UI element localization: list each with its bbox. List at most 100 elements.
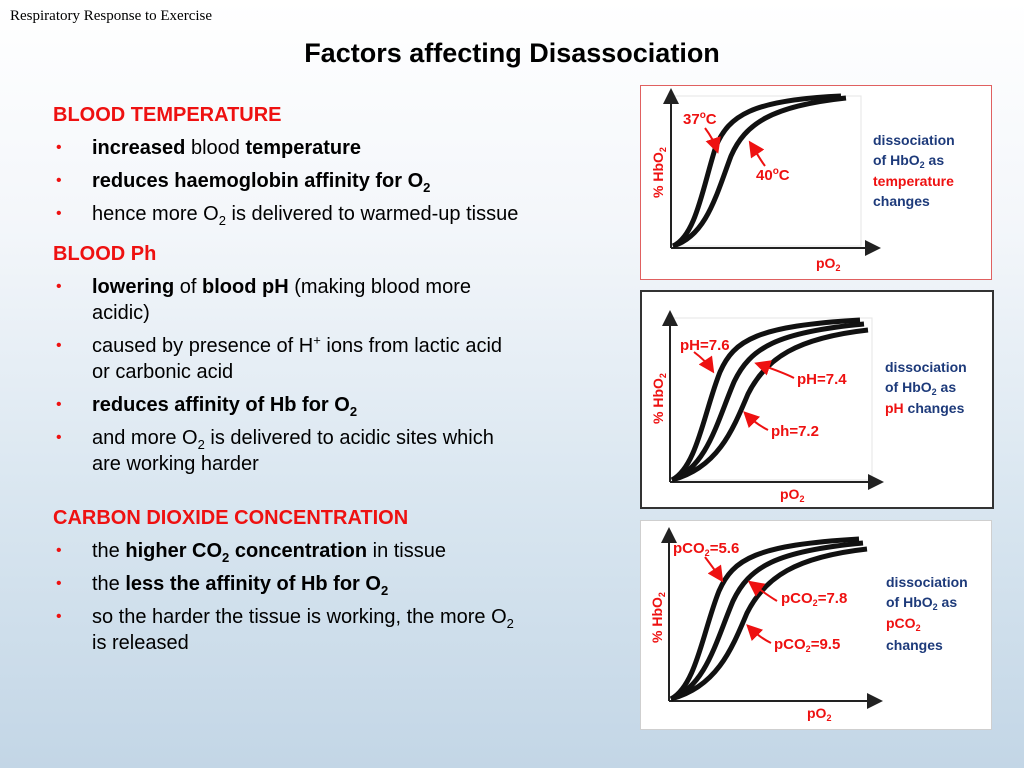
caption-co2: dissociation of HbO2 as pCO2 changes	[886, 574, 968, 653]
text: and more O	[92, 427, 198, 449]
subscript: 2	[380, 583, 389, 598]
text: hence more O	[92, 203, 219, 225]
text: blood	[185, 137, 246, 159]
caption-line: dissociation	[886, 574, 968, 590]
bold-text: higher CO	[125, 540, 223, 562]
bold-text: concentration	[229, 540, 368, 562]
x-axis-label: pO2	[816, 255, 840, 273]
section-blood-temperature: BLOOD TEMPERATURE • increased blood tempe…	[53, 102, 523, 227]
caption-temperature: dissociation of HbO2 as temperature chan…	[873, 132, 955, 209]
arrow-ph-7-4	[754, 360, 795, 379]
label-ph-7-6: pH=7.6	[680, 337, 730, 354]
bullet-item: • increased blood temperature	[53, 135, 523, 161]
bullet-item: • reduces affinity of Hb for O2	[53, 392, 523, 418]
graph-panel-co2: pCO2=5.6 pCO2=7.8 pCO2=9.5 % HbO2 pO2 di…	[640, 520, 992, 730]
text: is delivered to acidic sites which are w…	[92, 427, 494, 475]
bullet-item: • the less the affinity of Hb for O2	[53, 571, 523, 597]
bullet-item: • so the harder the tissue is working, th…	[53, 604, 523, 656]
y-axis-label: % HbO2	[650, 147, 668, 198]
section-carbon-dioxide: CARBON DIOXIDE CONCENTRATION • the higher…	[53, 505, 523, 656]
superscript: +	[313, 332, 321, 348]
label-40c: 40oC	[756, 166, 790, 184]
text: in tissue	[367, 540, 446, 562]
section-heading: BLOOD TEMPERATURE	[53, 104, 282, 126]
subscript: 2	[506, 616, 514, 631]
caption-ph: dissociation of HbO2 as pH changes	[885, 359, 967, 416]
bold-text: increased	[92, 137, 186, 159]
text: the	[92, 540, 126, 562]
label-pco2-5-6: pCO2=5.6	[673, 540, 739, 558]
bullet-list: • lowering of blood pH (making blood more…	[53, 274, 523, 477]
curve-pco2-7-8	[670, 540, 864, 702]
section-blood-ph: BLOOD Ph • lowering of blood pH (making b…	[53, 241, 523, 477]
bullet-item: • the higher CO2 concentration in tissue	[53, 538, 523, 564]
text: caused by presence of H	[92, 335, 314, 357]
text: is delivered to warmed-up tissue	[225, 203, 519, 225]
subscript: 2	[222, 550, 230, 565]
bold-text: reduces affinity of Hb for O	[92, 394, 350, 416]
caption-line: dissociation	[873, 132, 955, 148]
curve-ph-7-4	[671, 321, 865, 483]
caption-line: pCO2	[886, 615, 921, 633]
arrow-ph-7-2	[743, 411, 769, 431]
bullet-list: • the higher CO2 concentration in tissue …	[53, 538, 523, 656]
y-axis-label: % HbO2	[649, 592, 667, 643]
curve-40c	[672, 95, 847, 249]
bullet-marker: •	[56, 396, 62, 413]
bullet-item: • hence more O2 is delivered to warmed-up…	[53, 201, 523, 227]
arrow-ph-7-6	[693, 351, 715, 374]
x-axis-label: pO2	[807, 705, 831, 723]
header-title: Respiratory Response to Exercise	[10, 8, 213, 24]
bullet-marker: •	[56, 139, 62, 156]
slide-title: Factors affecting Disassociation	[304, 38, 720, 68]
bold-text: reduces haemoglobin affinity for O	[92, 170, 424, 192]
arrow-pco2-7-8	[747, 580, 778, 602]
bold-text: temperature	[245, 137, 362, 159]
x-axis-label: pO2	[780, 486, 804, 504]
arrow-pco2-9-5	[746, 624, 772, 644]
label-pco2-9-5: pCO2=9.5	[774, 636, 840, 654]
bullet-marker: •	[56, 172, 62, 189]
bullet-marker: •	[56, 542, 62, 559]
text: (making blood more acidic)	[92, 276, 471, 324]
y-axis-label: % HbO2	[650, 373, 668, 424]
text: so the harder the tissue is working, the…	[92, 606, 507, 628]
caption-line: temperature	[873, 173, 954, 189]
temperature-graph-figure: 37oC 40oC % HbO2 pO2 dissociation of HbO…	[650, 88, 955, 273]
curve-ph-7-2	[671, 327, 869, 483]
label-pco2-7-8: pCO2=7.8	[781, 590, 847, 608]
bold-text: blood pH	[202, 276, 289, 298]
bullet-text-column: BLOOD TEMPERATURE • increased blood tempe…	[53, 102, 523, 670]
arrow-37c	[704, 127, 721, 154]
arrow-pco2-5-6	[704, 556, 724, 583]
text: is released	[92, 632, 189, 654]
curve-pco2-5-6	[669, 536, 860, 702]
subscript: 2	[197, 437, 205, 452]
arrow-40c	[748, 140, 766, 167]
bullet-marker: •	[56, 429, 62, 446]
bold-text: lowering	[92, 276, 175, 298]
caption-line: changes	[886, 637, 943, 653]
label-37c: 37oC	[683, 110, 717, 128]
subscript: 2	[423, 180, 431, 195]
caption-line: pH changes	[885, 400, 965, 416]
bullet-item: • caused by presence of H+ ions from lact…	[53, 333, 523, 385]
bullet-list: • increased blood temperature • reduces ha…	[53, 135, 523, 227]
bullet-marker: •	[56, 337, 62, 354]
text: the	[92, 573, 126, 595]
text: ions from lactic acid or carbonic acid	[92, 335, 503, 383]
subscript: 2	[349, 404, 358, 419]
label-ph-7-2: ph=7.2	[771, 423, 819, 440]
co2-graph-figure: pCO2=5.6 pCO2=7.8 pCO2=9.5 % HbO2 pO2 di…	[649, 527, 968, 723]
subscript: 2	[218, 213, 226, 228]
ph-graph-figure: pH=7.6 pH=7.4 ph=7.2 % HbO2 pO2 dissocia…	[650, 310, 967, 504]
caption-line: dissociation	[885, 359, 967, 375]
text: of	[174, 276, 203, 298]
bullet-marker: •	[56, 278, 62, 295]
bullet-item: • lowering of blood pH (making blood more…	[53, 274, 523, 326]
caption-line: of HbO2 as	[886, 594, 957, 612]
label-ph-7-4: pH=7.4	[797, 371, 847, 388]
bold-text: less the affinity of Hb for O	[125, 573, 381, 595]
caption-line: changes	[873, 193, 930, 209]
section-heading: CARBON DIOXIDE CONCENTRATION	[53, 507, 409, 529]
